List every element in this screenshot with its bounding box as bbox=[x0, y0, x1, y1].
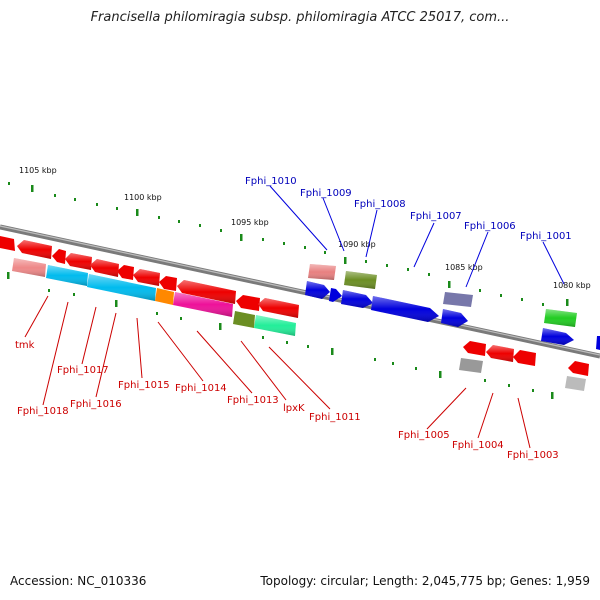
label-fphi-1018: Fphi_1018 bbox=[17, 406, 69, 417]
gene-red-9 bbox=[236, 295, 260, 311]
genome-backbone bbox=[0, 224, 600, 359]
label-fphi-1003: Fphi_1003 bbox=[507, 450, 559, 461]
label-fphi-1017: Fphi_1017 bbox=[57, 365, 109, 376]
gene-red-12 bbox=[568, 361, 589, 376]
gene-blue-edge bbox=[596, 336, 600, 350]
gene-grey-right bbox=[565, 376, 586, 391]
label-fphi-1008: Fphi_1008 bbox=[354, 199, 406, 210]
label-fphi-1009: Fphi_1009 bbox=[300, 188, 352, 199]
label-fphi-1013: Fphi_1013 bbox=[227, 395, 279, 406]
ruler-label-1080: 1080 kbp bbox=[553, 281, 591, 290]
ruler-label-1085: 1085 kbp bbox=[445, 263, 483, 272]
gene-fphi-1013 bbox=[233, 311, 255, 328]
reverse-label-lines bbox=[24, 295, 531, 449]
ruler-major-ticks bbox=[31, 185, 569, 306]
label-fphi-1001: Fphi_1001 bbox=[520, 231, 572, 242]
ruler-label-1090: 1090 kbp bbox=[338, 240, 376, 249]
gene-fphi-1015 bbox=[155, 288, 174, 305]
label-fphi-1007: Fphi_1007 bbox=[410, 211, 462, 222]
label-fphi-1016: Fphi_1016 bbox=[70, 399, 122, 410]
ruler-track bbox=[8, 182, 544, 306]
map-title: Francisella philomiragia subsp. philomir… bbox=[90, 10, 510, 25]
label-fphi-1006: Fphi_1006 bbox=[464, 221, 516, 232]
label-lpxk: lpxK bbox=[283, 403, 305, 414]
label-fphi-1005: Fphi_1005 bbox=[398, 430, 450, 441]
accession-text: Accession: NC_010336 bbox=[10, 574, 147, 588]
genome-summary-text: Topology: circular; Length: 2,045,775 bp… bbox=[260, 574, 590, 588]
label-fphi-1015: Fphi_1015 bbox=[118, 380, 170, 391]
ruler-label-1095: 1095 kbp bbox=[231, 218, 269, 227]
label-fphi-1010: Fphi_1010 bbox=[245, 176, 297, 187]
ruler-label-1105: 1105 kbp bbox=[19, 166, 57, 175]
ruler-labels: 1105 kbp 1100 kbp 1095 kbp 1090 kbp 1085… bbox=[19, 166, 591, 290]
label-fphi-1011: Fphi_1011 bbox=[309, 412, 361, 423]
gene-fphi-1003 bbox=[459, 358, 483, 373]
forward-label-lines bbox=[269, 185, 565, 288]
gene-fphi-1006 bbox=[443, 292, 473, 307]
gene-red-5 bbox=[117, 265, 134, 280]
reverse-gene-labels: tmk Fphi_1017 Fphi_1018 Fphi_1016 Fphi_1… bbox=[15, 340, 559, 461]
gene-blue-small bbox=[329, 288, 342, 302]
reverse-gene-shading bbox=[12, 240, 514, 362]
inner-track-ticks bbox=[7, 272, 554, 399]
gene-red-7 bbox=[159, 276, 177, 291]
ruler-label-1100: 1100 kbp bbox=[124, 193, 162, 202]
gene-red-11 bbox=[463, 341, 486, 356]
gene-red-edge bbox=[0, 236, 15, 251]
gene-fphi-1004 bbox=[513, 350, 536, 366]
label-tmk: tmk bbox=[15, 340, 35, 351]
forward-gene-labels: Fphi_1010 Fphi_1009 Fphi_1008 Fphi_1007 … bbox=[245, 176, 572, 242]
label-fphi-1014: Fphi_1014 bbox=[175, 383, 227, 394]
gene-red-2 bbox=[52, 249, 66, 264]
label-fphi-1004: Fphi_1004 bbox=[452, 440, 504, 451]
forward-gene-shading bbox=[305, 264, 577, 345]
